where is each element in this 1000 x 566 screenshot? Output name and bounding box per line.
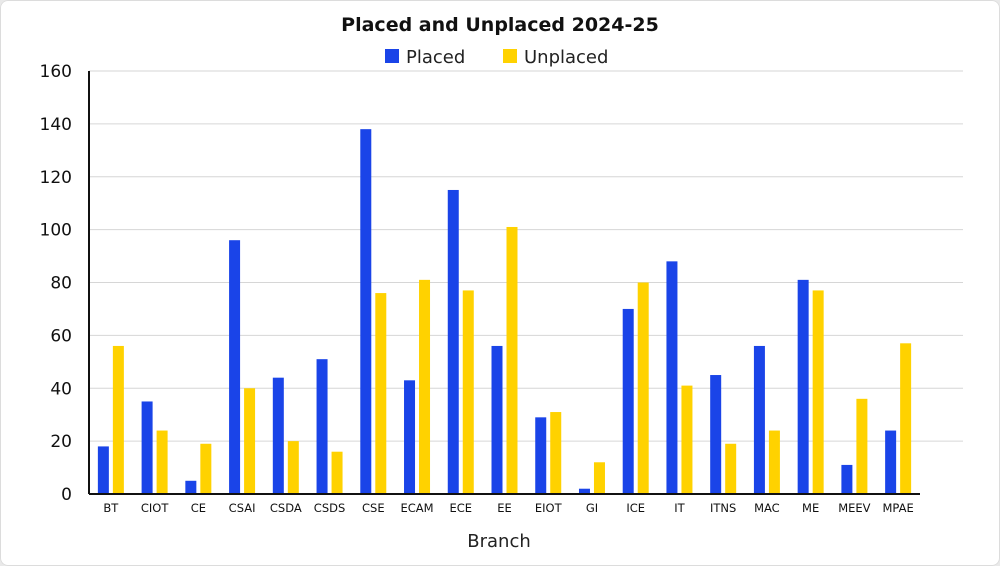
bar-unplaced-it [681,385,693,494]
bar-unplaced-csai [244,388,256,494]
bar-placed-ece [447,189,459,494]
bar-unplaced-mpae [900,343,912,494]
legend: Placed Unplaced [385,47,608,68]
bar-unplaced-bt [112,345,124,494]
x-tick-label: GI [586,501,598,515]
bar-unplaced-ice [637,282,649,494]
x-tick-label: MPAE [882,501,913,515]
x-tick-label: IT [674,501,685,515]
x-tick-label: CSE [362,501,385,515]
x-tick-label: ITNS [710,501,736,515]
bar-unplaced-ciot [156,430,168,494]
bar-unplaced-csds [331,451,343,494]
bar-placed-cse [360,129,372,494]
bar-unplaced-me [812,290,824,494]
legend-swatch-placed [385,49,399,63]
x-axis-label: Branch [467,531,531,552]
legend-swatch-unplaced [503,49,517,63]
x-tick-label: CSAI [229,501,256,515]
bar-unplaced-eiot [550,412,562,494]
bar-placed-ce [185,480,197,494]
bar-placed-itns [710,375,722,494]
bar-unplaced-csda [287,441,299,494]
bar-placed-it [666,261,678,494]
bars [97,129,912,494]
y-tick-label: 20 [50,432,72,452]
bar-placed-ice [622,308,634,494]
x-tick-label: MAC [754,501,780,515]
x-tick-label: ME [802,501,819,515]
bar-placed-csds [316,359,328,494]
x-tick-label: ECE [449,501,472,515]
legend-label-unplaced: Unplaced [524,47,608,68]
bar-placed-csai [229,240,241,494]
x-tick-label: CE [191,501,206,515]
bar-placed-mpae [885,430,897,494]
x-tick-label: EIOT [535,501,563,515]
legend-label-placed: Placed [406,47,465,68]
bar-unplaced-mac [768,430,780,494]
x-axis-ticks: BT CIOT CE CSAI CSDA CSDS CSE ECAM ECE EE EIOT GI IC… [103,501,913,515]
x-tick-label: CSDS [314,501,346,515]
x-tick-label: EE [497,501,512,515]
bar-unplaced-gi [593,462,605,494]
bar-unplaced-ce [200,443,212,494]
x-tick-label: ECAM [400,501,433,515]
bar-unplaced-ee [506,226,518,494]
bar-placed-bt [97,446,109,494]
y-tick-label: 40 [50,379,72,399]
bar-unplaced-ece [462,290,474,494]
bar-unplaced-itns [725,443,737,494]
bar-placed-mac [753,345,765,494]
x-tick-label: BT [103,501,119,515]
y-tick-label: 100 [40,221,72,241]
x-tick-label: CIOT [141,501,169,515]
x-tick-label: MEEV [838,501,870,515]
y-tick-label: 140 [40,115,72,135]
bar-placed-eiot [535,417,547,494]
chart-title: Placed and Unplaced 2024-25 [341,14,659,36]
bar-unplaced-meev [856,398,868,494]
y-tick-label: 0 [61,485,72,505]
gridlines [89,70,963,442]
bar-placed-gi [578,488,590,494]
bar-placed-ee [491,345,503,494]
x-tick-label: CSDA [270,501,302,515]
bar-unplaced-ecam [419,279,431,494]
bar-placed-me [797,279,809,494]
y-tick-label: 120 [40,168,72,188]
bar-placed-csda [272,377,284,494]
bar-placed-ciot [141,401,153,494]
y-tick-label: 60 [50,326,72,346]
bar-placed-ecam [404,380,416,494]
x-tick-label: ICE [626,501,645,515]
bar-placed-meev [841,464,853,494]
y-tick-label: 80 [50,274,72,294]
y-axis-ticks: 0 20 40 60 80 100 120 140 160 [40,62,72,505]
bar-unplaced-cse [375,293,387,494]
y-tick-label: 160 [40,62,72,82]
